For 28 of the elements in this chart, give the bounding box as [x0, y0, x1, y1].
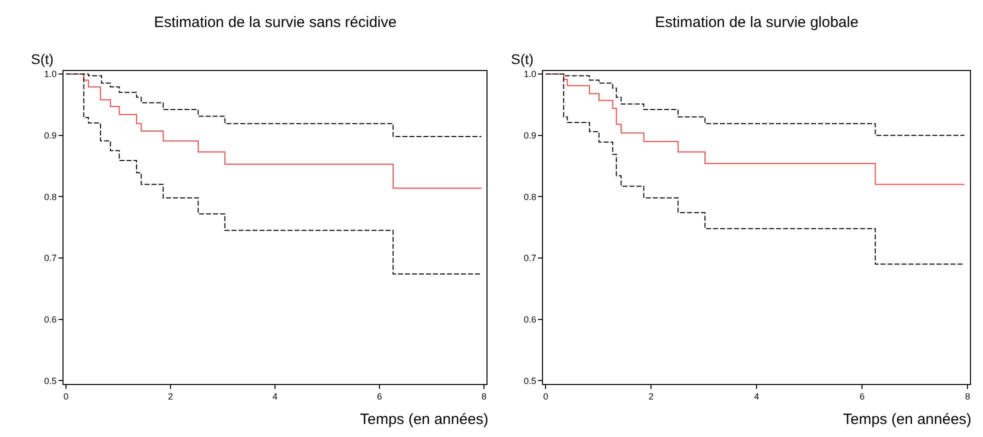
- x-tick-label: 0: [63, 392, 68, 402]
- y-tick-label: 0.6: [524, 314, 536, 325]
- y-tick-label: 0.5: [44, 376, 57, 386]
- chart-title: Estimation de la survie sans récidive: [154, 14, 397, 31]
- y-axis-title: S(t): [31, 51, 54, 67]
- y-tick-label: 0.5: [524, 376, 536, 386]
- y-tick-label: 1.0: [524, 69, 536, 80]
- y-tick-label: 0.7: [524, 253, 536, 264]
- y-tick-label: 0.9: [524, 130, 536, 140]
- y-tick-label: 1.0: [44, 69, 57, 80]
- y-tick-label: 0.6: [44, 314, 57, 325]
- x-axis-title: Temps (en années): [360, 411, 488, 428]
- x-tick-label: 6: [377, 392, 382, 402]
- x-tick-label: 2: [648, 392, 654, 402]
- x-axis-title: Temps (en années): [843, 411, 972, 428]
- x-tick-label: 6: [860, 392, 865, 402]
- x-tick-label: 4: [754, 392, 760, 402]
- x-tick-label: 2: [168, 392, 174, 402]
- y-tick-label: 0.7: [44, 253, 57, 264]
- y-tick-label: 0.8: [44, 192, 57, 202]
- x-tick-label: 0: [543, 392, 548, 402]
- y-tick-label: 0.8: [524, 192, 536, 202]
- chart-title: Estimation de la survie globale: [655, 14, 858, 31]
- x-tick-label: 8: [482, 392, 487, 402]
- x-tick-label: 8: [965, 392, 970, 402]
- y-axis-title: S(t): [511, 51, 534, 67]
- x-tick-label: 4: [272, 392, 278, 402]
- y-tick-label: 0.9: [44, 130, 57, 140]
